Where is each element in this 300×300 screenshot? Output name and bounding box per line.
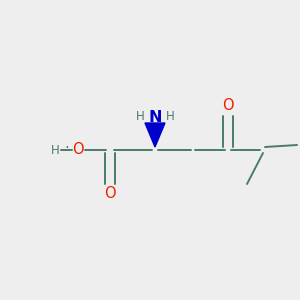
Text: H: H bbox=[51, 143, 59, 157]
Text: O: O bbox=[222, 98, 234, 113]
Text: O: O bbox=[104, 187, 116, 202]
Text: N: N bbox=[148, 110, 162, 125]
Polygon shape bbox=[145, 123, 165, 147]
Text: H: H bbox=[166, 110, 174, 122]
Text: O: O bbox=[72, 142, 84, 158]
Text: H: H bbox=[136, 110, 144, 122]
Text: ·: · bbox=[64, 140, 69, 155]
